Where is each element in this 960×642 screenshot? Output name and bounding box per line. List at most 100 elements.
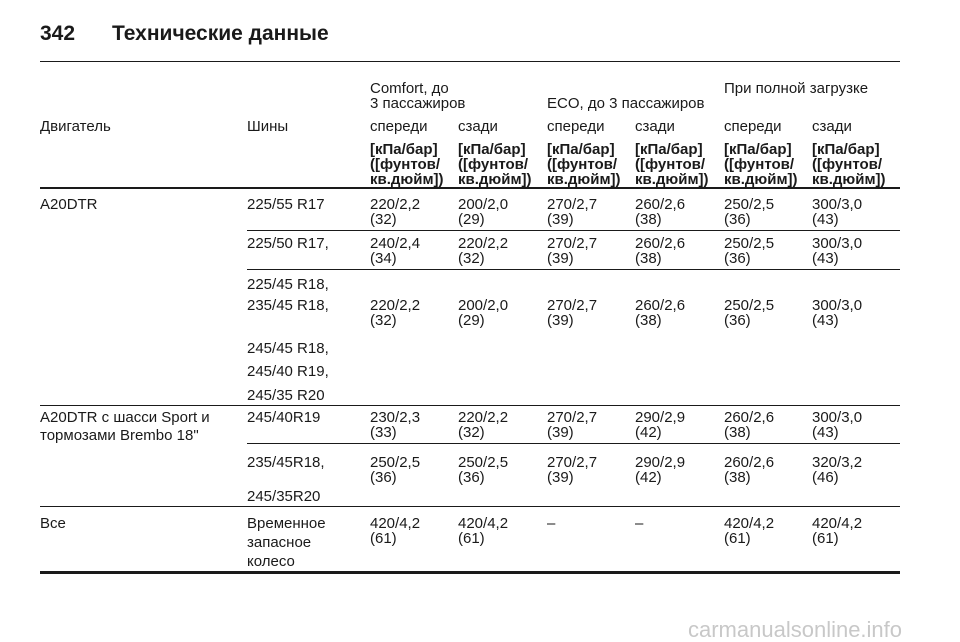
pressure: (61)	[724, 530, 751, 547]
pressure: 260/2,6	[724, 454, 775, 471]
unit-label: кв.дюйм])	[812, 171, 886, 188]
pressure: 250/2,5	[724, 297, 775, 314]
pressure: (36)	[724, 312, 751, 329]
group-header: Comfort, до	[370, 80, 449, 97]
pressure: (43)	[812, 424, 839, 441]
rule	[247, 269, 900, 270]
pressure: (61)	[812, 530, 839, 547]
pressure: 230/2,3	[370, 409, 421, 426]
pressure: (38)	[635, 312, 662, 329]
rule	[40, 187, 900, 189]
rule	[40, 61, 900, 62]
pressure: 250/2,5	[724, 235, 775, 252]
pressure: (29)	[458, 211, 485, 228]
engine: Все	[40, 515, 66, 532]
unit-label: ([фунтов/	[547, 156, 618, 173]
unit-label: [кПа/бар]	[812, 141, 880, 158]
tire-size: 225/45 R18,	[247, 276, 329, 293]
pressure: 220/2,2	[458, 409, 509, 426]
pressure: 220/2,2	[370, 297, 421, 314]
unit-label: [кПа/бар]	[724, 141, 792, 158]
rule	[247, 230, 900, 231]
pressure: 270/2,7	[547, 196, 598, 213]
pressure: 270/2,7	[547, 454, 598, 471]
unit-label: кв.дюйм])	[458, 171, 532, 188]
pressure: (46)	[812, 469, 839, 486]
pressure: (39)	[547, 250, 574, 267]
column-header: спереди	[724, 118, 782, 135]
column-header: сзади	[635, 118, 675, 135]
pressure: (39)	[547, 424, 574, 441]
column-header: спереди	[547, 118, 605, 135]
pressure: –	[547, 515, 556, 532]
pressure: 420/4,2	[458, 515, 509, 532]
rule	[40, 405, 900, 406]
tire-size: 245/40R19	[247, 409, 321, 426]
pressure: 270/2,7	[547, 235, 598, 252]
pressure: (43)	[812, 211, 839, 228]
tire-size: 245/35R20	[247, 488, 321, 505]
pressure: 260/2,6	[635, 235, 686, 252]
pressure: (33)	[370, 424, 397, 441]
watermark: carmanualsonline.info	[688, 617, 903, 642]
unit-label: кв.дюйм])	[547, 171, 621, 188]
pressure: 260/2,6	[635, 297, 686, 314]
tire-size: запасное	[247, 534, 312, 551]
pressure: (36)	[724, 250, 751, 267]
tire-size: колесо	[247, 553, 295, 570]
pressure: 320/3,2	[812, 454, 863, 471]
pressure: 290/2,9	[635, 454, 686, 471]
pressure: 260/2,6	[635, 196, 686, 213]
pressure: 300/3,0	[812, 409, 863, 426]
engine: A20DTR	[40, 196, 98, 213]
group-header: При полной загрузке	[724, 80, 869, 97]
unit-label: [кПа/бар]	[458, 141, 526, 158]
engine: тормозами Brembo 18"	[40, 427, 199, 444]
unit-label: кв.дюйм])	[635, 171, 709, 188]
column-header: сзади	[812, 118, 852, 135]
pressure: 250/2,5	[724, 196, 775, 213]
tire-size: 235/45 R18,	[247, 297, 329, 314]
column-header: сзади	[458, 118, 498, 135]
pressure: 420/4,2	[724, 515, 775, 532]
pressure: (38)	[635, 250, 662, 267]
tire-size: 245/35 R20	[247, 387, 325, 404]
pressure: (36)	[370, 469, 397, 486]
tire-size: Временное	[247, 515, 326, 532]
pressure: 270/2,7	[547, 297, 598, 314]
pressure: (32)	[458, 424, 485, 441]
group-header: 3 пассажиров	[370, 95, 466, 112]
pressure: (32)	[370, 211, 397, 228]
pressure: (61)	[370, 530, 397, 547]
page-title: Технические данные	[112, 22, 329, 45]
unit-label: ([фунтов/	[635, 156, 706, 173]
pressure: 260/2,6	[724, 409, 775, 426]
column-header: Шины	[247, 118, 289, 135]
unit-label: ([фунтов/	[724, 156, 795, 173]
pressure: (43)	[812, 250, 839, 267]
page-number: 342	[40, 22, 76, 45]
tire-size: 245/40 R19,	[247, 363, 329, 380]
pressure: 300/3,0	[812, 297, 863, 314]
unit-label: ([фунтов/	[812, 156, 883, 173]
engine: A20DTR с шасси Sport и	[40, 409, 210, 426]
pressure: 250/2,5	[370, 454, 421, 471]
unit-label: [кПа/бар]	[547, 141, 615, 158]
column-header: спереди	[370, 118, 428, 135]
rule	[247, 443, 900, 444]
pressure: (38)	[635, 211, 662, 228]
pressure: 420/4,2	[812, 515, 863, 532]
pressure: (36)	[458, 469, 485, 486]
pressure: 200/2,0	[458, 196, 509, 213]
pressure: 200/2,0	[458, 297, 509, 314]
pressure: 240/2,4	[370, 235, 421, 252]
pressure: (39)	[547, 211, 574, 228]
pressure: 420/4,2	[370, 515, 421, 532]
rule	[40, 571, 900, 574]
pressure: (32)	[370, 312, 397, 329]
pressure: 300/3,0	[812, 235, 863, 252]
pressure: (29)	[458, 312, 485, 329]
unit-label: кв.дюйм])	[724, 171, 798, 188]
pressure: 250/2,5	[458, 454, 509, 471]
